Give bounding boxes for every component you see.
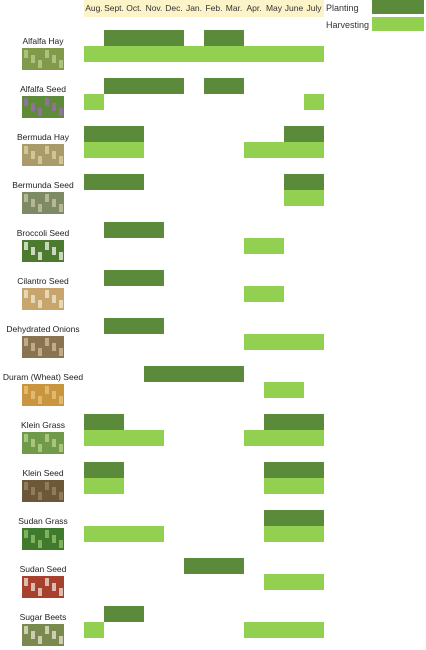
month-label-3: Oct. — [126, 3, 142, 13]
month-label-4: Nov. — [146, 3, 163, 13]
planting-bar — [104, 318, 164, 334]
legend-swatch-harvesting — [372, 17, 424, 31]
legend-label-planting: Planting — [326, 3, 359, 13]
planting-bar — [84, 174, 144, 190]
harvesting-bar — [84, 142, 144, 158]
harvesting-bar — [84, 46, 324, 62]
crop-label: Sudan Seed — [20, 564, 67, 574]
crop-label: Sudan Grass — [18, 516, 68, 526]
planting-bar — [104, 606, 144, 622]
planting-bar — [104, 30, 184, 46]
klein-seed-photo — [22, 480, 64, 502]
crop-row: Sudan Seed — [20, 558, 324, 598]
crop-row: Klein Grass — [21, 414, 324, 454]
crop-row: Alfalfa Seed — [20, 78, 324, 118]
crop-label: Alfalfa Seed — [20, 84, 66, 94]
planting-bar — [104, 222, 164, 238]
crop-label: Cilantro Seed — [17, 276, 69, 286]
planting-bar — [264, 510, 324, 526]
harvesting-bar — [244, 430, 324, 446]
month-header-band — [84, 0, 324, 17]
crop-row: Sudan Grass — [18, 510, 324, 550]
crop-label: Dehydrated Onions — [6, 324, 79, 334]
month-label-12: July — [306, 3, 322, 13]
planting-bar — [84, 462, 124, 478]
crop-row: Alfalfa Hay — [22, 30, 324, 70]
harvesting-bar — [84, 430, 164, 446]
planting-bar — [284, 174, 324, 190]
crop-row: Dehydrated Onions — [6, 318, 324, 358]
sudan-grass-photo — [22, 528, 64, 550]
planting-bar — [104, 78, 184, 94]
cilantro-seed-photo — [22, 288, 64, 310]
planting-bar — [264, 414, 324, 430]
planting-bar — [264, 462, 324, 478]
broccoli-seed-photo — [22, 240, 64, 262]
bermuda-hay-photo — [22, 144, 64, 166]
bermuda-seed-photo — [22, 192, 64, 214]
harvesting-bar — [84, 94, 104, 110]
sugar-beets-photo — [22, 624, 64, 646]
crop-rows: Alfalfa Hay Alfalfa Seed Bermuda Hay Bermun… — [3, 30, 324, 646]
month-label-9: Apr. — [246, 3, 261, 13]
wheat-photo — [22, 384, 64, 406]
alfalfa-seed-photo — [22, 96, 64, 118]
month-label-5: Dec. — [165, 3, 182, 13]
crop-label: Bermunda Seed — [12, 180, 74, 190]
crop-label: Duram (Wheat) Seed — [3, 372, 84, 382]
harvesting-bar — [244, 142, 324, 158]
harvesting-bar — [264, 382, 304, 398]
onions-photo — [22, 336, 64, 358]
crop-label: Broccoli Seed — [17, 228, 70, 238]
planting-bar — [204, 30, 244, 46]
month-label-8: Mar. — [226, 3, 243, 13]
legend-label-harvesting: Harvesting — [326, 20, 369, 30]
month-label-6: Jan. — [186, 3, 202, 13]
crop-row: Bermunda Seed — [12, 174, 324, 214]
month-axis: Aug. Sept. Oct. Nov. Dec. Jan. Feb. Mar. Apr. May… — [85, 3, 322, 13]
harvesting-bar — [84, 478, 124, 494]
crop-row: Sugar Beets — [20, 606, 324, 646]
month-label-11: June — [285, 3, 304, 13]
crop-row: Bermuda Hay — [17, 126, 324, 166]
crop-label: Bermuda Hay — [17, 132, 70, 142]
harvesting-bar — [244, 286, 284, 302]
planting-bar — [84, 414, 124, 430]
alfalfa-hay-photo — [22, 48, 64, 70]
planting-bar — [284, 126, 324, 142]
month-label-10: May — [266, 3, 283, 13]
planting-bar — [184, 558, 244, 574]
sudan-seed-photo — [22, 576, 64, 598]
crop-row: Cilantro Seed — [17, 270, 284, 310]
harvesting-bar — [304, 94, 324, 110]
planting-bar — [84, 126, 144, 142]
crop-label: Sugar Beets — [20, 612, 67, 622]
crop-label: Alfalfa Hay — [22, 36, 64, 46]
month-label-7: Feb. — [205, 3, 222, 13]
harvesting-bar — [244, 622, 324, 638]
harvesting-bar — [284, 190, 324, 206]
planting-bar — [104, 270, 164, 286]
harvesting-bar — [84, 526, 164, 542]
crop-row: Broccoli Seed — [17, 222, 284, 262]
month-label-1: Aug. — [85, 3, 103, 13]
crop-label: Klein Seed — [22, 468, 63, 478]
harvesting-bar — [264, 574, 324, 590]
planting-bar — [144, 366, 244, 382]
month-label-2: Sept. — [104, 3, 124, 13]
harvesting-bar — [244, 238, 284, 254]
harvesting-bar — [264, 526, 324, 542]
legend-swatch-planting — [372, 0, 424, 14]
klein-grass-photo — [22, 432, 64, 454]
crop-row: Duram (Wheat) Seed — [3, 366, 304, 406]
crop-row: Klein Seed — [22, 462, 324, 502]
harvesting-bar — [84, 622, 104, 638]
harvesting-bar — [264, 478, 324, 494]
harvesting-bar — [244, 334, 324, 350]
planting-bar — [204, 78, 244, 94]
crop-label: Klein Grass — [21, 420, 65, 430]
legend: Planting Harvesting — [326, 0, 424, 31]
